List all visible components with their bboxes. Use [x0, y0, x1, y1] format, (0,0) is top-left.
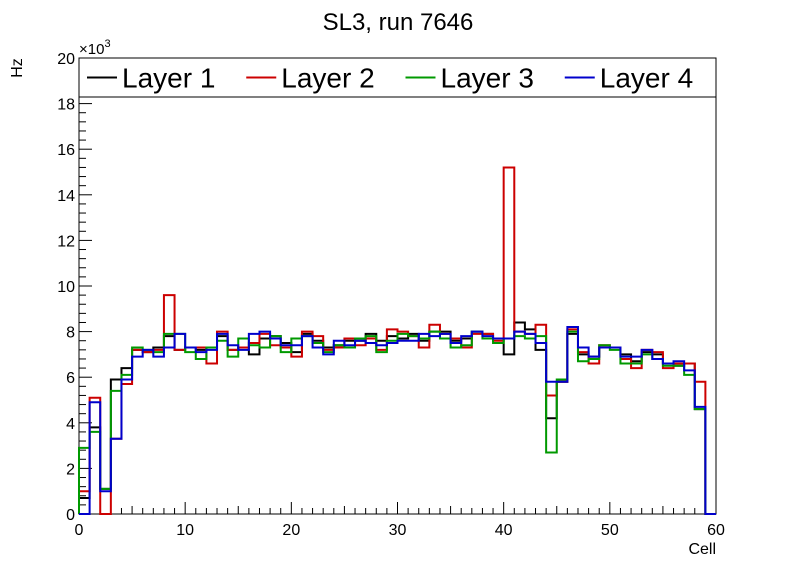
- legend: Layer 1 Layer 2 Layer 3 Layer 4: [78, 57, 717, 98]
- y-tick-label: 6: [66, 370, 75, 387]
- x-tick-label: 50: [601, 522, 619, 539]
- y-axis-label: Hz: [9, 58, 26, 78]
- y-tick-label: 16: [57, 142, 75, 159]
- y-multiplier-exponent: 3: [104, 38, 110, 50]
- legend-entry-label: Layer 4: [600, 63, 693, 94]
- plot-area-border: [78, 57, 717, 515]
- series-group: [78, 166, 716, 515]
- series-line-layer-3: [78, 330, 716, 515]
- y-tick-label: 4: [66, 416, 75, 433]
- y-multiplier-label: ×103: [79, 38, 111, 58]
- y-multiplier-base: ×10: [79, 41, 104, 58]
- legend-box: [78, 57, 717, 98]
- y-tick-label: 10: [57, 279, 75, 296]
- y-tick-label: 8: [66, 325, 75, 342]
- y-axis: 0 2 4 6 8 10 12 14 16 18 20: [57, 51, 92, 524]
- y-tick-label: 2: [66, 461, 75, 478]
- x-axis: 0 10 20 30 40 50 60: [75, 502, 725, 539]
- legend-entry-label: Layer 3: [441, 63, 534, 94]
- y-tick-label: 20: [57, 51, 75, 68]
- chart-title: SL3, run 7646: [323, 9, 474, 36]
- x-tick-label: 60: [707, 522, 725, 539]
- series-line-layer-4: [79, 326, 716, 515]
- x-tick-label: 40: [495, 522, 513, 539]
- x-tick-label: 0: [75, 522, 84, 539]
- x-axis-label: Cell: [688, 541, 716, 558]
- x-tick-label: 10: [176, 522, 194, 539]
- x-tick-label: 20: [282, 522, 300, 539]
- x-tick-label: 30: [389, 522, 407, 539]
- plot-frame: [78, 57, 717, 515]
- y-tick-label: 0: [66, 507, 75, 524]
- y-tick-label: 14: [57, 188, 75, 205]
- y-tick-label: 12: [57, 233, 75, 250]
- legend-entry-label: Layer 2: [281, 63, 374, 94]
- legend-entry-label: Layer 1: [122, 63, 215, 94]
- y-tick-label: 18: [57, 97, 75, 114]
